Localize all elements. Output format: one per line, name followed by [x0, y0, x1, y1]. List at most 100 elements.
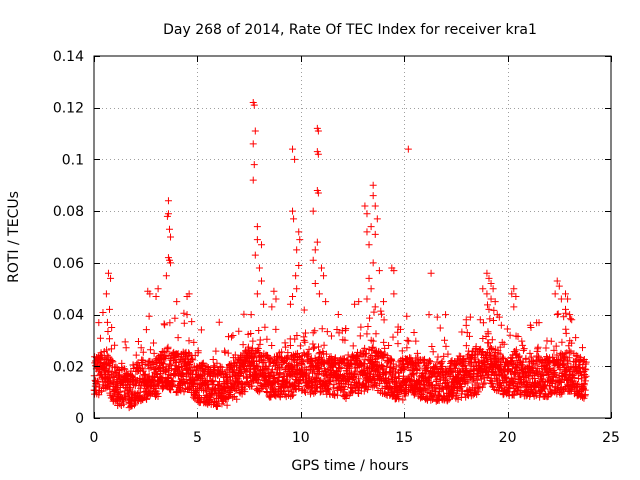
data-point — [542, 344, 550, 352]
x-axis-title: GPS time / hours — [291, 458, 408, 474]
data-point — [339, 359, 347, 367]
data-point — [96, 334, 104, 342]
data-point — [383, 362, 391, 370]
data-point — [496, 343, 504, 351]
data-point — [527, 323, 535, 331]
data-point — [535, 319, 543, 327]
data-point — [288, 391, 296, 399]
data-point — [186, 384, 194, 392]
data-point — [565, 354, 573, 362]
data-point — [566, 315, 574, 323]
data-point — [490, 316, 498, 324]
data-point — [503, 325, 511, 333]
data-point — [348, 361, 356, 369]
data-point — [102, 290, 110, 298]
data-point — [512, 292, 520, 300]
data-point — [444, 350, 452, 358]
data-point — [268, 379, 276, 387]
data-point — [490, 306, 498, 314]
data-point — [132, 351, 140, 359]
data-point — [154, 393, 162, 401]
data-point — [485, 274, 493, 282]
data-point — [466, 332, 474, 340]
data-point — [442, 311, 450, 319]
data-point — [558, 390, 566, 398]
data-point — [432, 362, 440, 370]
data-point — [466, 368, 474, 376]
data-point — [160, 320, 168, 328]
data-point — [192, 388, 200, 396]
data-point — [173, 298, 181, 306]
data-point — [183, 292, 191, 300]
data-point — [282, 343, 290, 351]
data-point — [562, 290, 570, 298]
data-point — [369, 192, 377, 200]
data-point — [249, 140, 257, 148]
data-point — [510, 285, 518, 293]
data-point — [167, 259, 175, 267]
data-point — [458, 328, 466, 336]
data-point — [458, 383, 466, 391]
ticks-layer — [94, 56, 612, 419]
data-point — [139, 357, 147, 365]
data-point — [142, 326, 150, 334]
data-point — [487, 280, 495, 288]
data-point — [439, 362, 447, 370]
data-point — [229, 366, 237, 374]
data-point — [549, 376, 557, 384]
data-point — [579, 344, 587, 352]
data-point — [327, 332, 335, 340]
data-point — [268, 341, 276, 349]
data-point — [146, 346, 154, 354]
data-point — [289, 292, 297, 300]
data-point — [110, 373, 118, 381]
data-point — [296, 236, 304, 244]
data-point — [258, 277, 266, 285]
data-point — [93, 377, 101, 385]
data-point — [479, 348, 487, 356]
data-point — [286, 342, 294, 350]
data-point — [121, 365, 129, 373]
data-point — [209, 355, 217, 363]
data-point — [536, 393, 544, 401]
data-point — [352, 367, 360, 375]
data-point — [365, 241, 373, 249]
data-point — [254, 344, 262, 352]
data-point — [223, 401, 231, 409]
data-point — [247, 330, 255, 338]
data-point — [581, 391, 589, 399]
data-point — [278, 348, 286, 356]
data-point — [232, 387, 240, 395]
y-tick-label: 0.06 — [53, 256, 84, 272]
data-point — [185, 337, 193, 345]
data-point — [226, 376, 234, 384]
data-point — [199, 359, 207, 367]
data-point — [213, 359, 221, 367]
data-point — [581, 377, 589, 385]
data-point — [479, 319, 487, 327]
data-point — [356, 332, 364, 340]
data-point — [477, 375, 485, 383]
data-point — [460, 361, 468, 369]
data-point — [209, 377, 217, 385]
data-point — [433, 376, 441, 384]
labels-layer: 0 5 10 15 20 25 0 0.02 0.04 0.06 0.08 0.1 0.12 0.14 — [53, 49, 620, 446]
data-point — [224, 349, 232, 357]
data-point — [361, 202, 369, 210]
data-point — [371, 202, 379, 210]
data-point — [311, 327, 319, 335]
data-point — [363, 295, 371, 303]
data-point — [166, 319, 174, 327]
data-point — [366, 314, 374, 322]
data-point — [487, 344, 495, 352]
data-point — [495, 313, 503, 321]
data-point — [374, 366, 382, 374]
data-point — [570, 374, 578, 382]
data-point — [105, 353, 113, 361]
data-point — [404, 145, 412, 153]
data-point — [293, 246, 301, 254]
data-point — [466, 373, 474, 381]
data-point — [562, 329, 570, 337]
